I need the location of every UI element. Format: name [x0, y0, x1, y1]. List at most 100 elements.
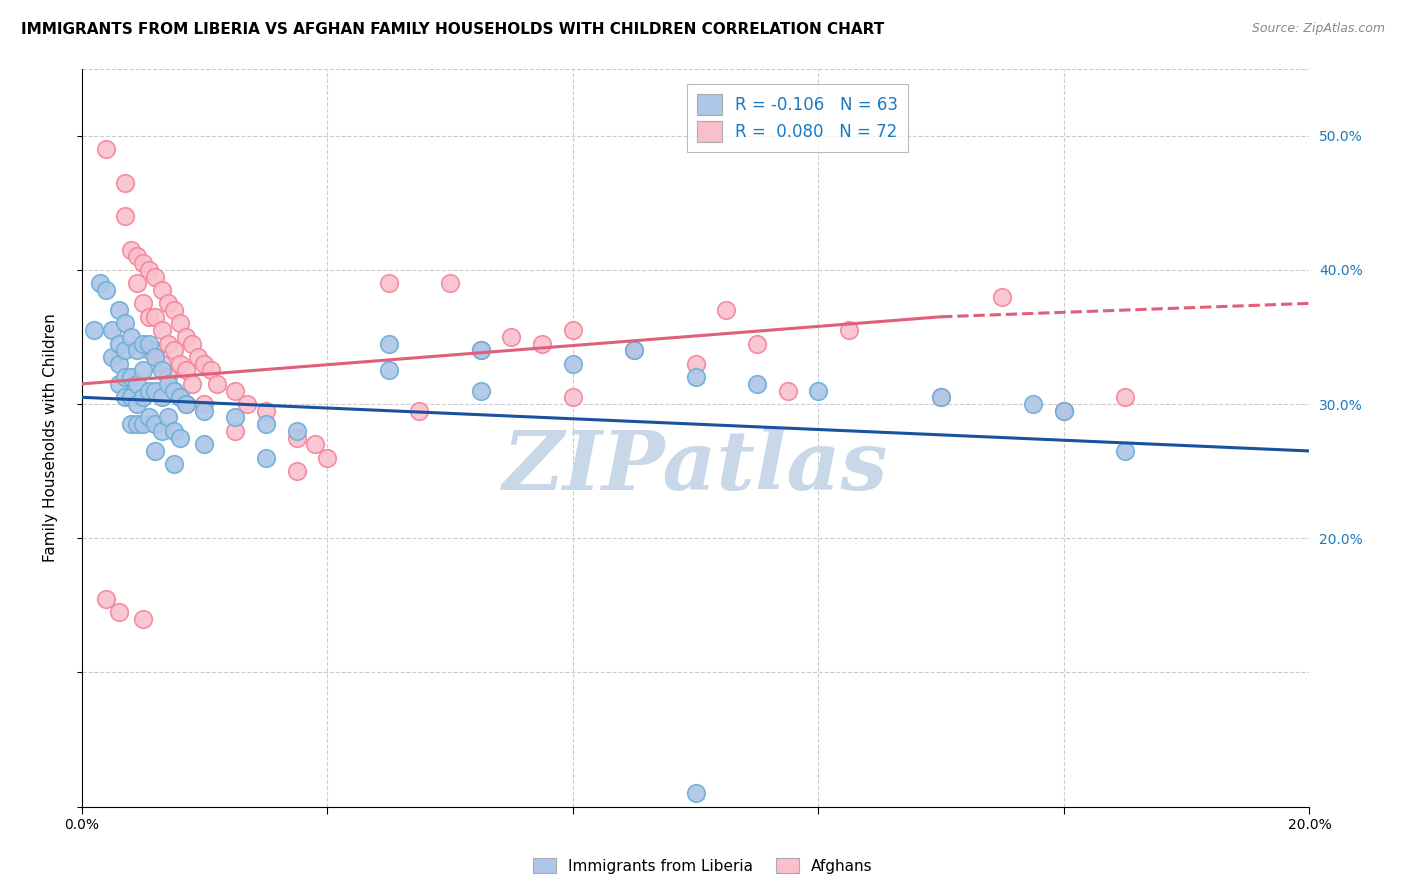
Point: [561, 323, 583, 337]
Point: [1114, 390, 1136, 404]
Point: [181, 336, 204, 351]
Point: [181, 376, 204, 391]
Point: [929, 390, 952, 404]
Point: [254, 403, 277, 417]
Point: [623, 343, 645, 358]
Point: [254, 417, 277, 431]
Point: [304, 437, 326, 451]
Point: [156, 376, 179, 391]
Point: [205, 376, 228, 391]
Legend: R = -0.106   N = 63, R =  0.080   N = 72: R = -0.106 N = 63, R = 0.080 N = 72: [688, 84, 908, 152]
Point: [1022, 397, 1045, 411]
Point: [623, 343, 645, 358]
Text: IMMIGRANTS FROM LIBERIA VS AFGHAN FAMILY HOUSEHOLDS WITH CHILDREN CORRELATION CH: IMMIGRANTS FROM LIBERIA VS AFGHAN FAMILY…: [21, 22, 884, 37]
Point: [224, 384, 246, 398]
Point: [285, 464, 308, 478]
Point: [107, 376, 129, 391]
Point: [1053, 403, 1076, 417]
Point: [150, 357, 173, 371]
Point: [187, 350, 209, 364]
Point: [96, 591, 118, 606]
Point: [125, 417, 148, 431]
Point: [132, 390, 155, 404]
Point: [150, 323, 173, 337]
Point: [120, 417, 142, 431]
Point: [193, 437, 215, 451]
Point: [125, 343, 148, 358]
Point: [193, 403, 215, 417]
Point: [377, 336, 399, 351]
Point: [150, 363, 173, 377]
Point: [101, 323, 124, 337]
Point: [685, 370, 707, 384]
Point: [285, 431, 308, 445]
Point: [150, 283, 173, 297]
Point: [132, 612, 155, 626]
Point: [163, 384, 186, 398]
Point: [107, 605, 129, 619]
Point: [838, 323, 860, 337]
Point: [114, 209, 136, 223]
Point: [685, 357, 707, 371]
Point: [132, 363, 155, 377]
Point: [174, 363, 197, 377]
Point: [145, 350, 167, 364]
Point: [101, 350, 124, 364]
Point: [169, 357, 191, 371]
Point: [716, 303, 738, 318]
Point: [776, 384, 799, 398]
Point: [174, 397, 197, 411]
Point: [132, 336, 155, 351]
Point: [316, 450, 339, 465]
Point: [200, 363, 222, 377]
Point: [561, 357, 583, 371]
Point: [377, 277, 399, 291]
Point: [114, 317, 136, 331]
Point: [377, 363, 399, 377]
Point: [169, 431, 191, 445]
Point: [156, 410, 179, 425]
Point: [169, 390, 191, 404]
Point: [163, 384, 186, 398]
Point: [125, 376, 148, 391]
Point: [408, 403, 430, 417]
Point: [138, 262, 160, 277]
Point: [114, 370, 136, 384]
Point: [285, 424, 308, 438]
Point: [138, 343, 160, 358]
Point: [156, 336, 179, 351]
Point: [470, 343, 492, 358]
Point: [156, 370, 179, 384]
Point: [236, 397, 259, 411]
Point: [807, 384, 830, 398]
Point: [107, 357, 129, 371]
Point: [685, 786, 707, 800]
Text: Source: ZipAtlas.com: Source: ZipAtlas.com: [1251, 22, 1385, 36]
Point: [125, 397, 148, 411]
Point: [224, 424, 246, 438]
Point: [150, 424, 173, 438]
Point: [138, 336, 160, 351]
Point: [132, 256, 155, 270]
Point: [138, 384, 160, 398]
Point: [145, 417, 167, 431]
Point: [470, 343, 492, 358]
Point: [531, 336, 554, 351]
Point: [745, 336, 768, 351]
Point: [163, 343, 186, 358]
Point: [107, 303, 129, 318]
Point: [125, 249, 148, 263]
Point: [745, 376, 768, 391]
Point: [120, 390, 142, 404]
Point: [156, 296, 179, 310]
Point: [96, 283, 118, 297]
Point: [150, 390, 173, 404]
Point: [174, 330, 197, 344]
Point: [561, 390, 583, 404]
Point: [83, 323, 105, 337]
Point: [132, 296, 155, 310]
Point: [163, 458, 186, 472]
Point: [169, 317, 191, 331]
Point: [174, 397, 197, 411]
Point: [120, 370, 142, 384]
